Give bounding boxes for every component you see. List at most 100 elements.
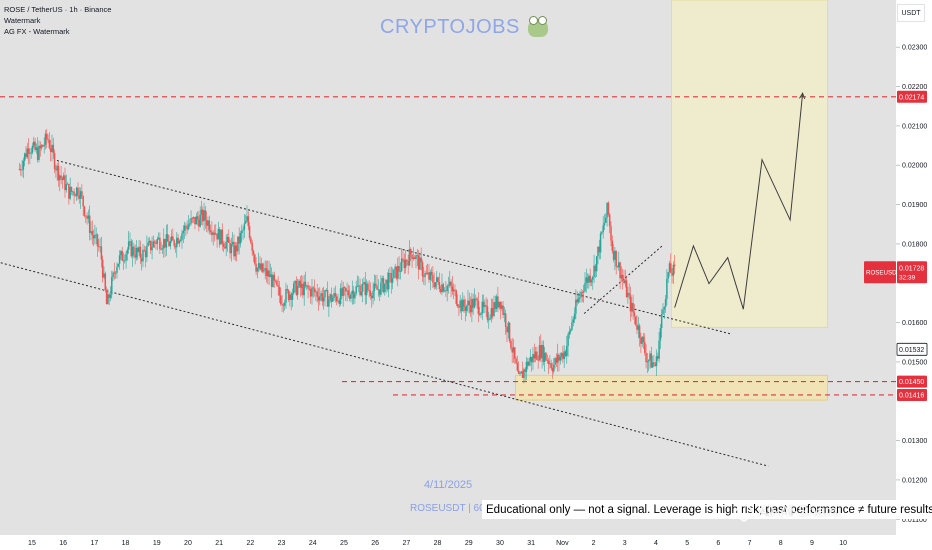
candle-body — [655, 356, 658, 366]
candle-body — [326, 290, 329, 307]
candle-body — [86, 216, 88, 219]
candle-body — [670, 263, 672, 273]
candle-body — [183, 225, 186, 231]
candle-body — [566, 345, 568, 357]
candle-body — [554, 358, 556, 365]
candle-body — [537, 359, 539, 361]
candle-countdown: 32:39 — [899, 275, 916, 282]
y-tick-label: 0.01100 — [902, 517, 927, 524]
candle-body — [545, 352, 547, 361]
candle-body — [52, 144, 55, 153]
candle-body — [29, 152, 31, 154]
candle-body — [541, 344, 543, 359]
x-tick-label: 26 — [371, 540, 379, 547]
candle-body — [406, 259, 408, 262]
candle-body — [412, 257, 415, 259]
candle-body — [173, 240, 175, 246]
candle-body — [226, 236, 229, 243]
candle-body — [225, 242, 227, 249]
candle-body — [61, 177, 64, 180]
symbol-title[interactable]: ROSE / TetherUS · 1h · Binance — [4, 5, 112, 14]
candle-body — [666, 278, 668, 300]
candle-body — [625, 280, 628, 298]
candle-body — [645, 352, 647, 363]
candle-body — [250, 237, 252, 243]
candle-body — [398, 265, 400, 272]
candle-body — [624, 280, 627, 284]
candle-body — [294, 280, 296, 284]
candle-body — [663, 307, 666, 310]
candle-body — [81, 191, 83, 197]
candle-body — [228, 236, 230, 243]
indicator-watermark[interactable]: Watermark — [4, 16, 41, 25]
x-tick-label: 20 — [184, 540, 192, 547]
candle-body — [463, 299, 465, 307]
candle-body — [160, 249, 162, 250]
candle-body — [321, 293, 324, 302]
x-tick-label: 23 — [278, 540, 286, 547]
candle-body — [515, 358, 517, 364]
candle-body — [350, 293, 352, 299]
candle-body — [543, 352, 546, 362]
candle-body — [131, 246, 134, 257]
candle-body — [614, 250, 616, 260]
candle-body — [150, 240, 152, 251]
candle-body — [178, 240, 181, 244]
candle-body — [192, 217, 195, 219]
candle-body — [117, 263, 120, 267]
candle-body — [146, 245, 148, 258]
candle-body — [621, 274, 624, 279]
candle-body — [667, 272, 669, 279]
candle-body — [389, 272, 391, 274]
price-level-tag-label: 0.02174 — [899, 94, 924, 101]
candle-body — [425, 273, 428, 275]
candle-body — [75, 187, 78, 197]
candle-body — [98, 246, 100, 248]
candle-body — [562, 353, 564, 360]
candle-body — [273, 274, 276, 281]
candle-body — [411, 254, 413, 259]
candle-body — [268, 270, 270, 278]
candle-body — [334, 293, 337, 297]
candle-body — [280, 295, 282, 305]
candle-body — [516, 363, 519, 371]
candle-body — [256, 267, 259, 272]
x-tick-label: 17 — [90, 540, 98, 547]
x-tick-label: 22 — [246, 540, 254, 547]
candle-body — [660, 314, 663, 329]
candle-body — [471, 298, 473, 313]
price-level-tag — [897, 375, 927, 388]
candle-body — [671, 272, 673, 276]
candle-body — [345, 287, 347, 292]
brand-watermark-text: CRYPTOJOBS — [380, 16, 520, 38]
candle-body — [489, 317, 491, 320]
candle-body — [569, 329, 572, 332]
candle-body — [166, 234, 169, 242]
candle-body — [673, 264, 676, 267]
candle-body — [594, 265, 597, 272]
candle-body — [263, 269, 265, 272]
candle-body — [459, 300, 461, 308]
candle-body — [519, 373, 521, 375]
candle-body — [72, 191, 74, 193]
candle-body — [35, 147, 38, 151]
currency-label[interactable]: USDT — [897, 4, 925, 22]
candle-body — [556, 354, 559, 363]
candle-body — [649, 353, 651, 361]
candle-body — [477, 300, 480, 315]
candle-body — [432, 275, 434, 283]
candle-body — [485, 305, 487, 307]
candle-body — [238, 236, 240, 244]
x-tick-label: 24 — [309, 540, 317, 547]
x-tick-label: 16 — [59, 540, 67, 547]
candle-body — [438, 281, 441, 290]
candle-body — [122, 260, 125, 262]
candle-body — [651, 362, 654, 368]
candle-body — [312, 287, 315, 289]
zone-support — [515, 374, 828, 401]
candle-body — [356, 285, 359, 287]
candle-body — [482, 301, 485, 307]
indicator-ag-fx-watermark[interactable]: AG FX - Watermark — [4, 27, 70, 36]
